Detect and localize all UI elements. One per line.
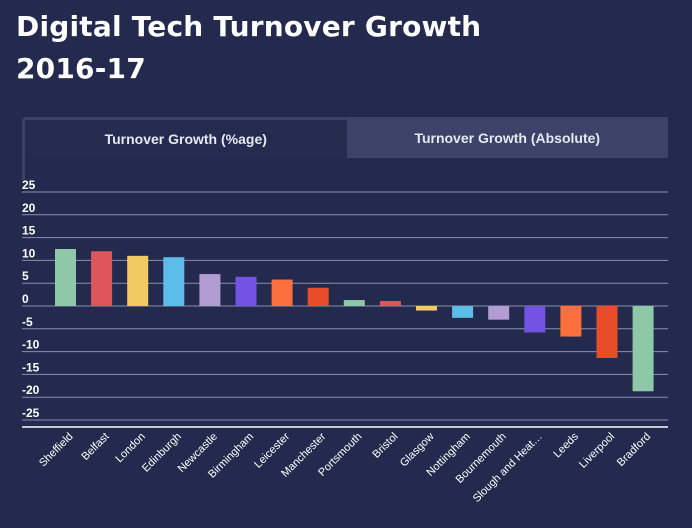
bar[interactable] [488, 306, 510, 320]
bar[interactable] [127, 255, 149, 306]
bar[interactable] [596, 306, 618, 358]
y-tick-label: 25 [22, 178, 36, 192]
y-tick-label: -20 [22, 383, 40, 397]
bar[interactable] [632, 306, 654, 392]
chart-tabs: Turnover Growth (%age) Turnover Growth (… [22, 117, 668, 158]
x-tick-label: Sheffield [37, 431, 76, 470]
x-tick-label: London [113, 431, 147, 465]
bar[interactable] [199, 274, 221, 306]
bar[interactable] [379, 300, 401, 306]
x-tick-label: Belfast [79, 431, 111, 463]
y-tick-label: 10 [22, 246, 36, 260]
bar[interactable] [452, 306, 474, 318]
page-title: Digital Tech Turnover Growth 2016-17 [16, 6, 616, 90]
bar[interactable] [524, 306, 546, 333]
bar[interactable] [271, 279, 293, 306]
bar[interactable] [163, 257, 185, 306]
tab-turnover-growth-absolute[interactable]: Turnover Growth (Absolute) [346, 117, 668, 158]
title-line-1: Digital Tech Turnover Growth [16, 10, 482, 43]
y-tick-label: -10 [22, 338, 40, 352]
bar[interactable] [91, 251, 113, 306]
x-tick-label: Bristol [370, 431, 400, 461]
x-tick-label: Bradford [615, 431, 653, 469]
y-tick-label: 5 [22, 269, 29, 283]
bar[interactable] [307, 287, 329, 306]
y-tick-label: 0 [22, 292, 29, 306]
y-tick-label: -15 [22, 360, 40, 374]
y-tick-label: -25 [22, 406, 40, 420]
y-tick-label: 20 [22, 201, 36, 215]
tab-panel-border [22, 158, 25, 180]
bar-layer [55, 249, 654, 392]
bar[interactable] [235, 276, 257, 306]
y-tick-label: -5 [22, 315, 33, 329]
bar[interactable] [560, 306, 582, 337]
x-tick-label: Slough and Heat… [471, 431, 545, 505]
bar[interactable] [343, 300, 365, 306]
x-tick-label: Leeds [551, 430, 581, 460]
x-tick-label: Liverpool [577, 431, 617, 471]
y-tick-label: 15 [22, 224, 36, 238]
y-axis-tick-labels: 25 20 15 10 5 0 -5 -10 -15 -20 -25 [22, 178, 40, 420]
tab-turnover-growth-percentage[interactable]: Turnover Growth (%age) [22, 117, 347, 158]
x-axis-tick-labels: Sheffield Belfast LondonEdinburghNewcastle… [37, 430, 653, 505]
bar[interactable] [55, 249, 76, 306]
bar[interactable] [416, 306, 437, 311]
title-line-2: 2016-17 [16, 52, 146, 85]
